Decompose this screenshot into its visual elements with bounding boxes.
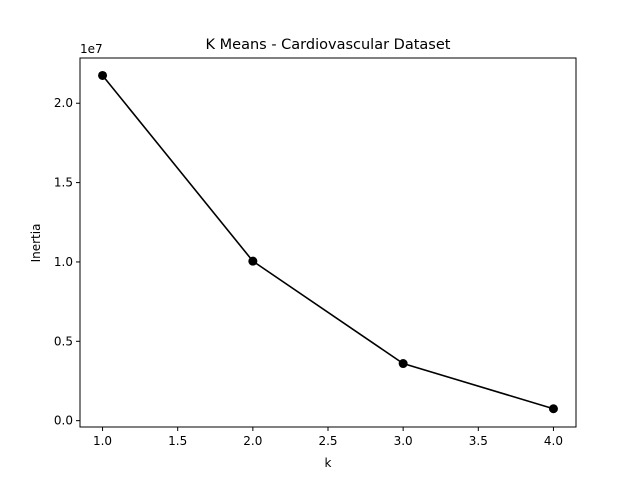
y-axis: 0.0 0.5 1.0 1.5 2.0 bbox=[54, 96, 80, 428]
y-tick-label: 0.0 bbox=[54, 414, 73, 428]
x-tick-label: 3.0 bbox=[394, 434, 413, 448]
axes-frame bbox=[79, 57, 577, 428]
y-tick-label: 1.0 bbox=[54, 255, 73, 269]
x-tick-label: 3.5 bbox=[469, 434, 488, 448]
y-axis-label: Inertia bbox=[29, 224, 43, 263]
y-tick-label: 1.5 bbox=[54, 176, 73, 190]
x-tick-label: 1.5 bbox=[168, 434, 187, 448]
x-tick-label: 1.0 bbox=[93, 434, 112, 448]
x-tick-label: 2.0 bbox=[243, 434, 262, 448]
data-point bbox=[398, 359, 408, 369]
x-tick-label: 4.0 bbox=[544, 434, 563, 448]
data-point bbox=[248, 256, 258, 266]
y-tick-label: 2.0 bbox=[54, 96, 73, 110]
series-line bbox=[101, 74, 554, 410]
data-point bbox=[98, 70, 108, 80]
y-offset-label: 1e7 bbox=[80, 42, 103, 56]
x-axis-label: k bbox=[325, 456, 332, 470]
data-point bbox=[548, 404, 558, 414]
chart-title: K Means - Cardiovascular Dataset bbox=[206, 37, 451, 53]
y-tick-label: 0.5 bbox=[54, 334, 73, 348]
x-axis: 1.0 1.5 2.0 2.5 3.0 3.5 4.0 bbox=[93, 427, 563, 448]
x-tick-label: 2.5 bbox=[318, 434, 337, 448]
plot-area bbox=[98, 70, 558, 414]
